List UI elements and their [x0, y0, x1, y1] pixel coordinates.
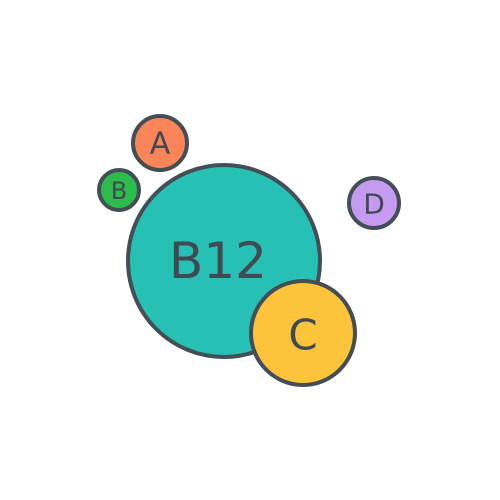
bubble-b12-label: B12: [169, 232, 267, 290]
bubble-d-label: D: [363, 188, 385, 221]
bubble-a: A: [131, 114, 189, 172]
bubble-d: D: [347, 176, 401, 230]
bubble-b-circle: [97, 168, 141, 212]
bubble-a-label: A: [150, 127, 171, 162]
bubble-b: B: [97, 168, 141, 212]
bubble-c-circle: [249, 279, 357, 387]
bubble-b-label: B: [111, 177, 127, 205]
bubble-c-label: C: [288, 311, 317, 360]
bubble-a-circle: [131, 114, 189, 172]
bubble-c: C: [249, 279, 357, 387]
bubble-d-circle: [347, 176, 401, 230]
